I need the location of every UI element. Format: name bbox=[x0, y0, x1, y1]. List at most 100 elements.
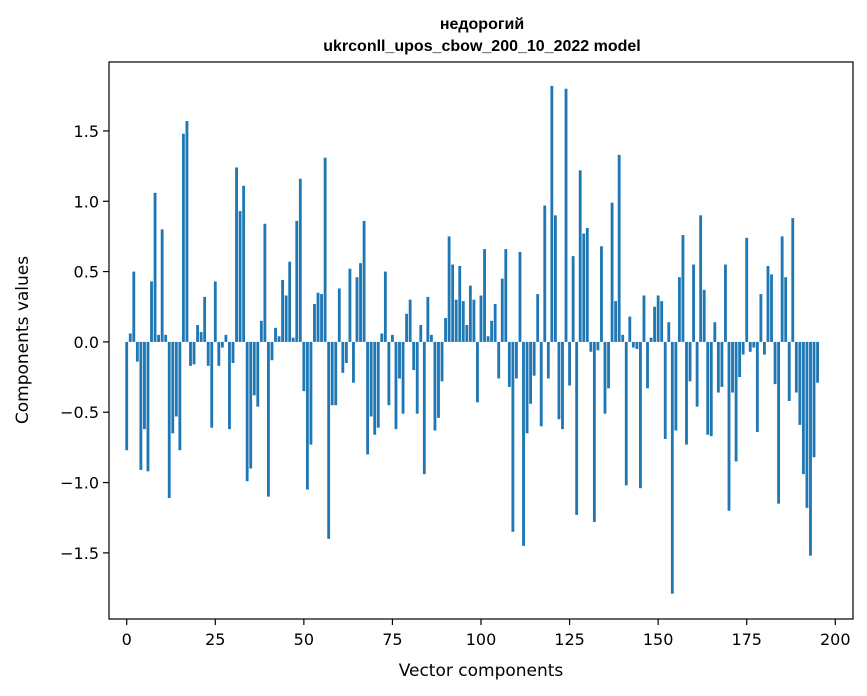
bar-171 bbox=[731, 341, 734, 393]
bar-71 bbox=[376, 341, 380, 428]
bar-144 bbox=[635, 341, 639, 349]
bar-172 bbox=[734, 341, 738, 462]
bar-181 bbox=[766, 265, 770, 342]
bar-1 bbox=[128, 333, 132, 342]
bar-99 bbox=[476, 341, 479, 403]
bar-43 bbox=[277, 336, 281, 342]
bar-47 bbox=[291, 337, 295, 342]
bar-136 bbox=[607, 341, 610, 389]
bar-63 bbox=[348, 268, 352, 342]
bar-12 bbox=[167, 341, 171, 499]
bar-15 bbox=[178, 341, 182, 451]
bar-123 bbox=[561, 341, 564, 430]
bar-178 bbox=[755, 341, 759, 432]
bar-74 bbox=[387, 341, 391, 406]
bar-154 bbox=[670, 341, 674, 594]
bar-149 bbox=[653, 306, 657, 342]
bar-105 bbox=[497, 341, 501, 379]
bar-101 bbox=[483, 249, 486, 342]
bar-125 bbox=[568, 341, 571, 386]
bar-148 bbox=[649, 337, 653, 342]
bar-165 bbox=[709, 341, 713, 437]
bar-156 bbox=[677, 277, 681, 342]
bar-61 bbox=[341, 341, 345, 373]
bar-77 bbox=[398, 341, 401, 379]
bar-185 bbox=[780, 236, 784, 342]
bar-139 bbox=[617, 154, 621, 342]
x-axis-ticks: 0 25 50 75 100 125 150 175 200 bbox=[122, 619, 851, 649]
bar-188 bbox=[791, 218, 795, 342]
bar-62 bbox=[344, 341, 348, 364]
bar-98 bbox=[472, 299, 476, 342]
bar-173 bbox=[738, 341, 742, 378]
bar-120 bbox=[550, 85, 554, 342]
bar-70 bbox=[373, 341, 377, 435]
bar-108 bbox=[507, 341, 511, 387]
bar-24 bbox=[210, 341, 214, 428]
bar-87 bbox=[433, 341, 437, 431]
bar-85 bbox=[426, 296, 430, 342]
bar-109 bbox=[511, 341, 515, 532]
bar-57 bbox=[327, 341, 331, 539]
bar-84 bbox=[422, 341, 426, 475]
bar-37 bbox=[256, 341, 260, 407]
bar-96 bbox=[465, 325, 469, 342]
bar-121 bbox=[553, 215, 557, 342]
bar-180 bbox=[763, 341, 766, 355]
bar-46 bbox=[288, 261, 292, 342]
x-tick-label: 25 bbox=[205, 630, 225, 649]
bar-58 bbox=[330, 341, 334, 406]
bar-159 bbox=[688, 341, 692, 382]
bar-33 bbox=[242, 185, 246, 342]
x-tick-label: 125 bbox=[554, 630, 585, 649]
x-tick-label: 100 bbox=[466, 630, 497, 649]
bar-23 bbox=[206, 341, 210, 366]
bar-189 bbox=[794, 341, 798, 393]
bar-41 bbox=[270, 341, 274, 361]
bar-82 bbox=[415, 341, 419, 414]
bar-195 bbox=[816, 341, 819, 383]
bar-30 bbox=[231, 341, 235, 364]
bar-10 bbox=[160, 229, 164, 342]
y-tick-label: 0.5 bbox=[74, 263, 99, 282]
bar-182 bbox=[770, 274, 773, 342]
bar-151 bbox=[660, 301, 664, 342]
bar-89 bbox=[440, 341, 444, 382]
bar-145 bbox=[639, 341, 642, 489]
bar-42 bbox=[274, 327, 277, 342]
x-tick-label: 200 bbox=[820, 630, 851, 649]
bar-51 bbox=[305, 341, 309, 490]
bar-130 bbox=[585, 227, 589, 342]
bar-147 bbox=[646, 341, 649, 389]
bar-31 bbox=[235, 167, 238, 342]
bar-44 bbox=[281, 280, 285, 342]
bar-80 bbox=[408, 299, 412, 342]
bar-49 bbox=[298, 178, 302, 342]
bar-103 bbox=[490, 320, 494, 342]
bar-152 bbox=[663, 341, 667, 439]
bar-133 bbox=[596, 341, 600, 351]
bar-97 bbox=[468, 285, 472, 342]
bar-112 bbox=[522, 341, 525, 546]
bar-60 bbox=[337, 288, 341, 342]
bar-158 bbox=[685, 341, 688, 445]
bar-115 bbox=[532, 341, 536, 376]
bar-164 bbox=[706, 341, 710, 435]
bar-191 bbox=[801, 341, 805, 475]
bar-48 bbox=[295, 220, 299, 342]
bar-166 bbox=[713, 322, 717, 342]
bar-138 bbox=[614, 301, 618, 342]
x-tick-label: 0 bbox=[122, 630, 132, 649]
bar-26 bbox=[217, 341, 221, 366]
bar-124 bbox=[564, 88, 568, 342]
bar-20 bbox=[196, 325, 199, 342]
bar-142 bbox=[628, 316, 632, 342]
bar-39 bbox=[263, 223, 267, 342]
chart-title-line-1: недорогий bbox=[440, 16, 524, 33]
bar-114 bbox=[529, 341, 533, 404]
plot-frame bbox=[108, 61, 854, 620]
bar-132 bbox=[592, 341, 596, 522]
bar-78 bbox=[401, 341, 405, 414]
bar-157 bbox=[681, 235, 685, 342]
bar-94 bbox=[458, 265, 462, 342]
